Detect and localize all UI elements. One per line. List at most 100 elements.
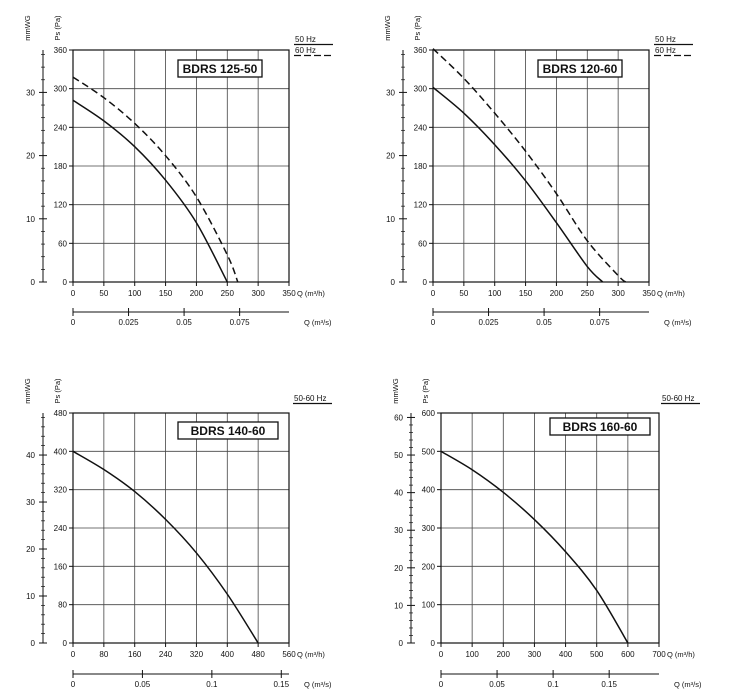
legend-label: 50-60 Hz — [294, 394, 326, 403]
x-axis-label: Q (m³/h) — [297, 289, 325, 298]
y-tick-label: 320 — [54, 486, 68, 495]
y2-tick-label: 10 — [26, 215, 35, 224]
x2-tick-label: 0 — [71, 680, 76, 689]
x2-axis-label: Q (m³/s) — [304, 318, 332, 327]
y-tick-label: 180 — [414, 162, 428, 171]
y-tick-label: 120 — [414, 201, 428, 210]
y-tick-label: 300 — [54, 85, 68, 94]
title-box — [177, 421, 279, 440]
series-line-50-hz-solid — [432, 86, 604, 283]
x-tick-label: 0 — [431, 289, 436, 298]
y2-tick-label: 40 — [26, 451, 35, 460]
y-tick-label: 120 — [54, 201, 68, 210]
y-tick-label: 0 — [431, 639, 436, 648]
x-tick-label: 50 — [459, 289, 468, 298]
series-line-60-hz-dashed — [72, 76, 239, 283]
x-tick-label: 0 — [71, 650, 76, 659]
x2-tick-label: 0.025 — [479, 318, 500, 327]
y-tick-label: 60 — [418, 239, 427, 248]
x-tick-label: 320 — [190, 650, 204, 659]
y2-tick-label: 10 — [386, 215, 395, 224]
y-tick-label: 160 — [54, 562, 68, 571]
legend-label: 60 Hz — [295, 46, 316, 55]
x-tick-label: 300 — [251, 289, 265, 298]
x2-tick-label: 0.05 — [536, 318, 552, 327]
y-axis-label: Ps (Pa) — [413, 15, 422, 41]
y2-axis-label: mmWG — [383, 15, 392, 41]
y-tick-label: 100 — [422, 601, 436, 610]
x-tick-label: 200 — [497, 650, 511, 659]
legend-label: 50 Hz — [655, 35, 676, 44]
y2-axis-label: mmWG — [391, 378, 400, 404]
y2-tick-label: 20 — [26, 152, 35, 161]
y2-tick-label: 0 — [399, 639, 404, 648]
x-axis-label: Q (m³/h) — [297, 650, 325, 659]
chart-title: BDRS 160-60 — [563, 420, 638, 434]
x-tick-label: 80 — [99, 650, 108, 659]
x-tick-label: 600 — [621, 650, 635, 659]
x-tick-label: 100 — [128, 289, 142, 298]
y-tick-label: 360 — [54, 46, 68, 55]
x-tick-label: 100 — [465, 650, 479, 659]
x-tick-label: 300 — [611, 289, 625, 298]
series-line-50-60-hz-solid — [440, 450, 629, 644]
chart-4: 0 100 200 300 400 500 600 700 Q (m³/h)0 0.05 0.1 0.… — [391, 378, 702, 689]
y2-tick-label: 30 — [394, 526, 403, 535]
title-box — [549, 417, 651, 436]
x2-tick-label: 0.05 — [176, 318, 192, 327]
x-tick-label: 150 — [519, 289, 533, 298]
x2-tick-label: 0.15 — [273, 680, 289, 689]
x-tick-label: 400 — [221, 650, 235, 659]
y-tick-label: 200 — [422, 562, 436, 571]
chart-2: 0 50 100 150 200 250 300 350 Q (m³/h)0 0.025 0.05 0… — [383, 15, 693, 327]
series-line-50-hz-solid — [72, 99, 228, 283]
y2-tick-label: 10 — [394, 601, 403, 610]
x-tick-label: 100 — [488, 289, 502, 298]
legend-label: 50 Hz — [295, 35, 316, 44]
x2-tick-label: 0.025 — [119, 318, 140, 327]
x-tick-label: 200 — [190, 289, 204, 298]
x-axis-label: Q (m³/h) — [657, 289, 685, 298]
x-tick-label: 240 — [159, 650, 173, 659]
title-box — [537, 59, 623, 78]
x-tick-label: 250 — [221, 289, 235, 298]
x-tick-label: 0 — [71, 289, 76, 298]
y-tick-label: 240 — [54, 123, 68, 132]
y-axis-label: Ps (Pa) — [53, 15, 62, 41]
y-tick-label: 400 — [54, 447, 68, 456]
x2-tick-label: 0.075 — [230, 318, 251, 327]
x-tick-label: 500 — [590, 650, 604, 659]
y2-tick-label: 0 — [31, 278, 36, 287]
x2-tick-label: 0 — [439, 680, 444, 689]
y-tick-label: 480 — [54, 409, 68, 418]
x-tick-label: 160 — [128, 650, 142, 659]
y-tick-label: 0 — [63, 639, 68, 648]
y-tick-label: 240 — [414, 123, 428, 132]
x2-axis-label: Q (m³/s) — [674, 680, 702, 689]
x2-tick-label: 0 — [431, 318, 436, 327]
y2-axis-label: mmWG — [23, 378, 32, 404]
chart-title: BDRS 120-60 — [543, 62, 618, 76]
legend-label: 50-60 Hz — [662, 394, 694, 403]
series-line-60-hz-dashed — [432, 48, 627, 283]
legend-label: 60 Hz — [655, 46, 676, 55]
x-tick-label: 480 — [251, 650, 265, 659]
x-tick-label: 560 — [282, 650, 296, 659]
title-box — [177, 59, 263, 78]
x-tick-label: 0 — [439, 650, 444, 659]
y-tick-label: 300 — [414, 85, 428, 94]
y2-tick-label: 0 — [391, 278, 396, 287]
chart-3: 0 80 160 240 320 400 480 560 Q (m³/h)0 0.05 0.1 0.1… — [23, 378, 332, 689]
y-tick-label: 360 — [414, 46, 428, 55]
y-tick-label: 60 — [58, 239, 67, 248]
x-tick-label: 350 — [642, 289, 656, 298]
x-tick-label: 700 — [652, 650, 666, 659]
x-tick-label: 250 — [581, 289, 595, 298]
y2-tick-label: 60 — [394, 413, 403, 422]
y-tick-label: 500 — [422, 447, 436, 456]
x2-tick-label: 0 — [71, 318, 76, 327]
x2-tick-label: 0.075 — [590, 318, 611, 327]
x-tick-label: 50 — [99, 289, 108, 298]
y-tick-label: 0 — [423, 278, 428, 287]
y-tick-label: 400 — [422, 486, 436, 495]
